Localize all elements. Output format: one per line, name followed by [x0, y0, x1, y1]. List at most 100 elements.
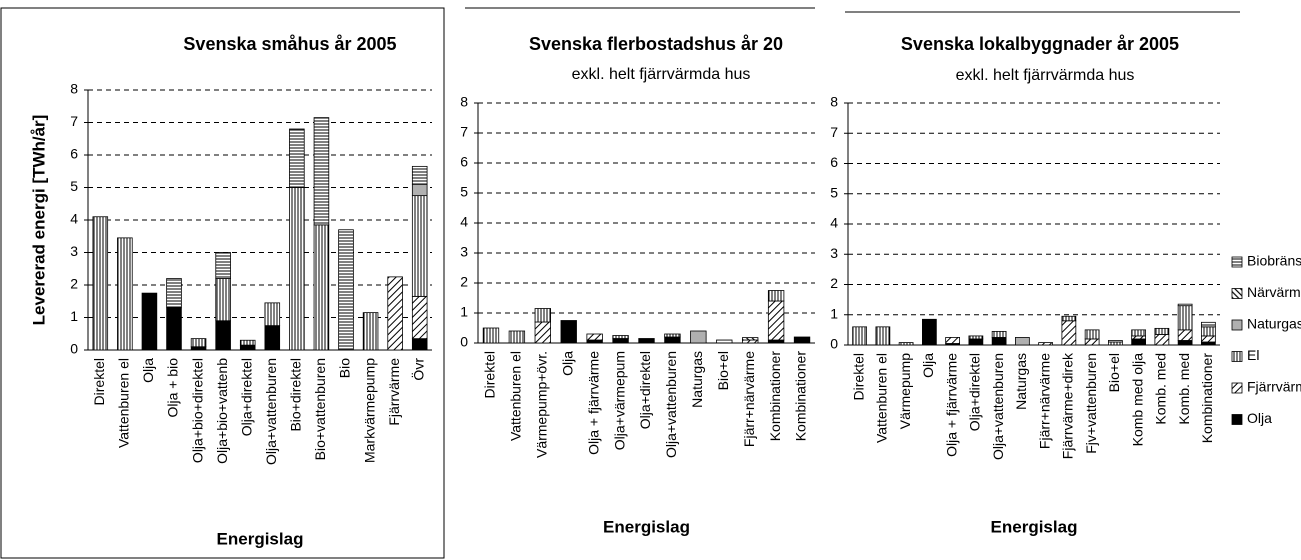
bar-segment — [945, 337, 961, 344]
bar-segment — [1084, 329, 1100, 340]
bar-segment — [793, 336, 811, 344]
bar-segment — [875, 326, 891, 346]
x-tick-label: Olja+vattenburen — [663, 351, 679, 458]
bar-segment — [922, 318, 937, 346]
y-tick-label: 8 — [830, 94, 838, 110]
bar-segment — [190, 338, 207, 348]
y-tick-label: 3 — [70, 243, 78, 259]
bar-segment — [1201, 321, 1216, 328]
bar-segment — [991, 330, 1007, 338]
bar-segment — [664, 333, 681, 338]
y-tick-label: 0 — [70, 341, 78, 357]
bar-segment — [742, 339, 759, 344]
y-tick-label: 5 — [460, 184, 468, 200]
bar-segment — [411, 183, 428, 197]
x-tick-label: Övr — [409, 358, 426, 381]
x-tick-label: Bio+vattenburen — [312, 358, 328, 460]
bar-segment — [586, 333, 603, 341]
x-tick-label: Olja — [920, 353, 936, 378]
x-tick-label: Olja+vattenburen — [990, 353, 1006, 460]
bar-segment — [239, 339, 256, 346]
y-tick-label: 1 — [70, 308, 78, 324]
x-tick-label: Fjv+vattenburen — [1083, 353, 1099, 454]
x-tick-label: Fjärr+närvärme — [741, 351, 757, 447]
x-tick-label: Komb. med — [1153, 353, 1169, 425]
bar-segment — [1201, 335, 1216, 343]
x-tick-label: Olja+bio+vattenb — [214, 358, 230, 464]
bar-segment — [1061, 315, 1077, 322]
bar-segment — [313, 224, 330, 351]
bar-segment — [117, 237, 133, 351]
x-tick-label: Olja+direktel — [967, 353, 983, 431]
legend-label: Naturgas — [1247, 316, 1301, 332]
bar-segment — [716, 339, 733, 344]
bar-segment — [560, 320, 577, 344]
y-tick-label: 3 — [460, 244, 468, 260]
y-tick-label: 2 — [830, 275, 838, 291]
legend-label: Biobränsle — [1247, 253, 1301, 269]
bar-segment — [767, 290, 785, 302]
y-tick-label: 1 — [460, 304, 468, 320]
bar-segment — [190, 346, 207, 351]
bar-segment — [215, 320, 231, 351]
bar-segment — [387, 276, 403, 351]
y-axis-label: Levererad energi [TWh/år] — [29, 115, 48, 326]
bar-segment — [1177, 329, 1193, 341]
bar-segment — [1108, 340, 1123, 343]
x-tick-label: Naturgas — [689, 351, 705, 408]
y-tick-label: 3 — [830, 245, 838, 261]
chart-subtitle: exkl. helt fjärrvärmda hus — [956, 67, 1135, 84]
bar-segment — [690, 330, 707, 344]
legend-swatch — [1231, 319, 1243, 331]
legend-swatch — [1231, 256, 1243, 268]
bar-segment — [1154, 327, 1170, 335]
x-tick-label: Värmepump — [897, 353, 913, 429]
y-tick-label: 0 — [830, 336, 838, 352]
x-tick-label: Bio — [337, 358, 353, 378]
x-tick-label: Olja — [140, 358, 156, 383]
bar-segment — [1015, 337, 1030, 346]
bar-segment — [289, 128, 305, 188]
chart-title: Svenska flerbostadshus år 20 — [529, 34, 783, 54]
x-tick-label: Värmepump+övr. — [534, 351, 550, 458]
x-tick-label: Kombinationer — [767, 351, 783, 442]
chart-title: Svenska lokalbyggnader år 2005 — [901, 34, 1179, 54]
x-tick-label: Bio+el — [1106, 353, 1122, 392]
bar-segment — [1108, 341, 1123, 346]
bar-segment — [968, 335, 984, 340]
y-tick-label: 8 — [460, 94, 468, 110]
y-tick-label: 2 — [70, 276, 78, 292]
bar-segment — [767, 339, 785, 344]
bar-segment — [638, 338, 655, 344]
bar-segment — [1177, 305, 1193, 331]
x-tick-label: Olja + bio — [165, 358, 181, 418]
bar-segment — [586, 339, 603, 344]
bar-segment — [898, 342, 914, 346]
bar-segment — [664, 336, 681, 344]
x-tick-label: Olja+vattenburen — [263, 358, 279, 465]
y-tick-label: 8 — [70, 81, 78, 97]
x-axis-label: Energislag — [217, 529, 304, 548]
y-tick-label: 2 — [460, 274, 468, 290]
bar-segment — [313, 117, 330, 226]
bar-segment — [141, 292, 158, 351]
legend-label: Olja — [1247, 410, 1272, 426]
x-tick-label: Vattenburen el — [116, 358, 132, 448]
x-tick-label: Markvärmepump — [361, 358, 377, 463]
bar-segment — [1201, 326, 1216, 337]
y-tick-label: 5 — [70, 178, 78, 194]
legend-swatch — [1231, 414, 1243, 425]
bar-segment — [264, 325, 281, 351]
x-tick-label: Direktel — [91, 358, 107, 405]
bar-segment — [534, 321, 551, 344]
y-tick-label: 6 — [460, 154, 468, 170]
x-tick-label: Olja — [559, 351, 575, 376]
bar-segment — [411, 295, 428, 340]
bar-segment — [166, 307, 182, 351]
x-tick-label: Olja + fjärrvärme — [585, 351, 601, 455]
bar-segment — [289, 187, 305, 351]
bar-segment — [362, 312, 379, 351]
x-tick-label: Kombinationer — [1199, 353, 1215, 444]
y-tick-label: 7 — [460, 124, 468, 140]
